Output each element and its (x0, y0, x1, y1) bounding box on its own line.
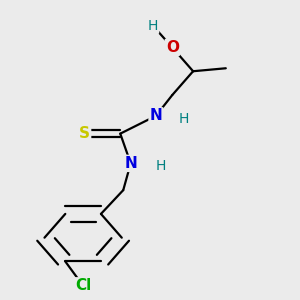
Text: N: N (124, 156, 137, 171)
Text: O: O (166, 40, 179, 55)
Text: H: H (179, 112, 189, 126)
Text: H: H (148, 19, 158, 33)
Text: H: H (155, 159, 166, 173)
Text: Cl: Cl (75, 278, 91, 293)
Text: S: S (79, 126, 90, 141)
Text: N: N (150, 108, 162, 123)
